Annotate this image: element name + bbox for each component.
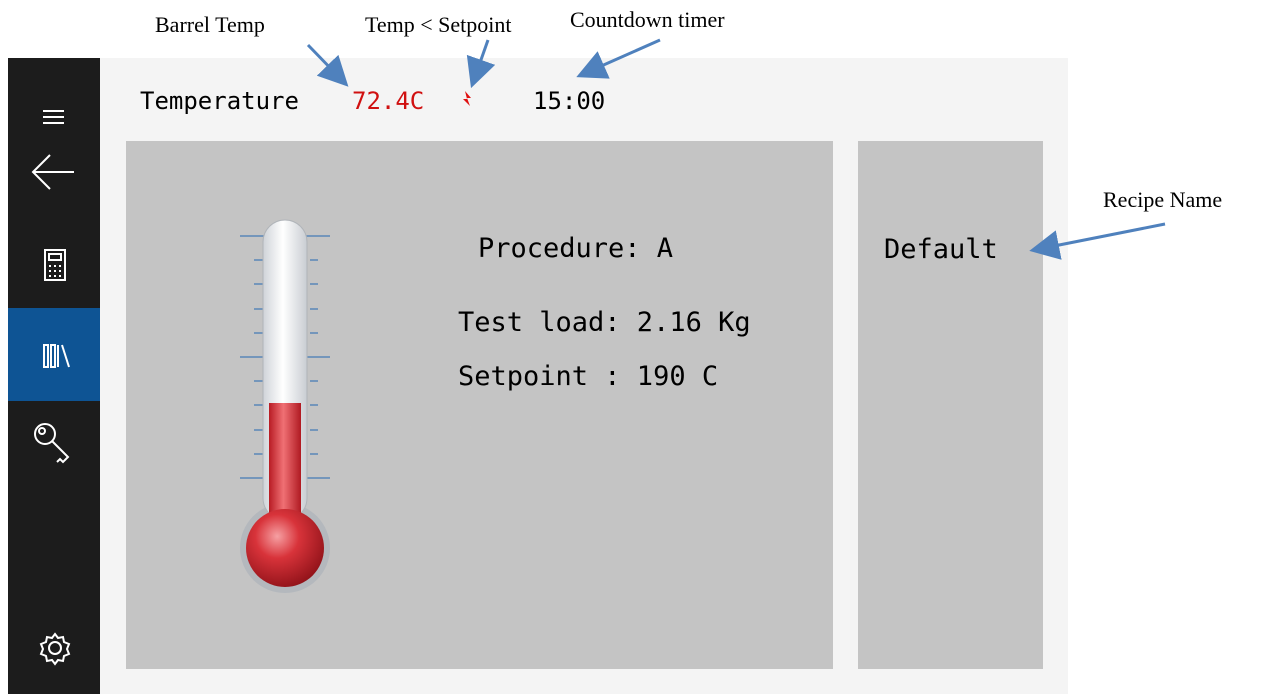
settings-icon[interactable] xyxy=(39,632,71,666)
temperature-label: Temperature xyxy=(140,87,299,115)
library-icon[interactable] xyxy=(43,344,70,368)
recipe-name: Default xyxy=(884,234,998,265)
main-panel xyxy=(126,141,833,669)
back-icon[interactable] xyxy=(31,154,74,190)
annotation: Temp < Setpoint xyxy=(365,12,512,37)
setpoint: Setpoint : 190 C xyxy=(458,361,718,392)
test-load: Test load: 2.16 Kg xyxy=(458,307,751,338)
countdown-timer: 15:00 xyxy=(533,87,605,115)
calculator-icon[interactable] xyxy=(44,249,66,281)
temperature-value: 72.4C xyxy=(352,87,424,115)
thermometer xyxy=(240,219,330,593)
key-icon[interactable] xyxy=(34,423,70,464)
menu-icon[interactable] xyxy=(43,110,64,124)
below-setpoint-indicator xyxy=(463,91,471,106)
annotation: Recipe Name xyxy=(1103,187,1222,212)
annotation: Countdown timer xyxy=(570,7,725,32)
procedure: Procedure: A xyxy=(478,233,673,264)
recipe-panel xyxy=(858,141,1043,669)
annotation-arrows xyxy=(306,38,1166,260)
annotation: Barrel Temp xyxy=(155,12,265,37)
